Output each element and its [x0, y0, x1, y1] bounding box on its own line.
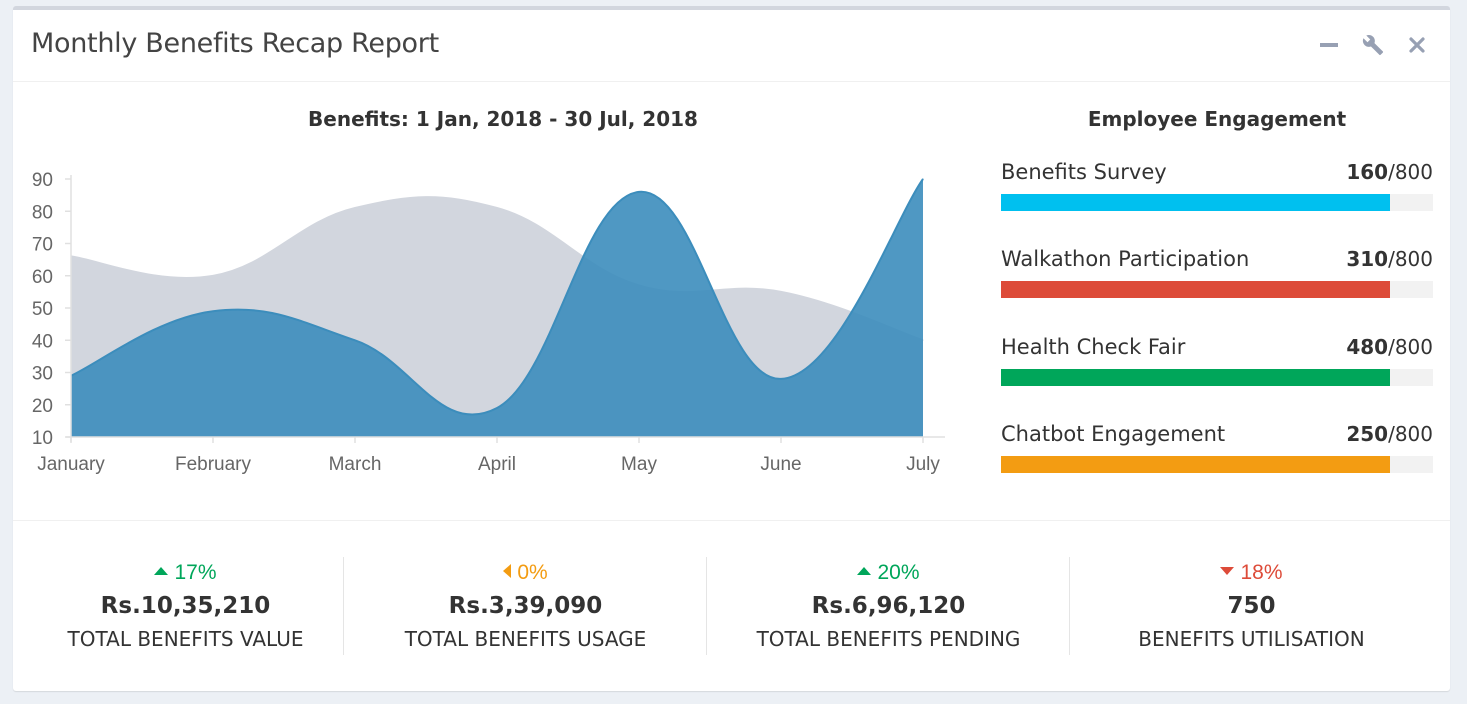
box-tools: [1316, 32, 1430, 58]
series-1-point: [212, 275, 214, 277]
stat-label: TOTAL BENEFITS VALUE: [67, 627, 304, 651]
caret-left-icon: [503, 564, 512, 579]
series-1-point: [780, 291, 782, 293]
series-2-line: [70, 178, 924, 416]
stat-label: TOTAL BENEFITS PENDING: [756, 627, 1021, 651]
progress-value: 480: [1346, 335, 1389, 359]
wrench-icon: [1362, 35, 1384, 56]
y-tick-label: 40: [32, 331, 53, 352]
y-tick-label: 80: [32, 202, 53, 223]
progress-total: /800: [1388, 160, 1433, 184]
progress-value: 160: [1346, 160, 1389, 184]
benefits-area-chart: 10 20 30 40 50 60 70 80 90 January February March Ap…: [32, 170, 945, 475]
minimize-icon: [1320, 43, 1338, 47]
progress-total: /800: [1388, 422, 1433, 446]
progress-bar: [1001, 281, 1390, 298]
progress-number: 250/800: [1346, 422, 1433, 446]
y-tick-label: 10: [32, 428, 53, 449]
stats-footer: 17% Rs.10,35,210 TOTAL BENEFITS VALUE 0% Rs.…: [13, 520, 1450, 695]
stat-percentage: 18%: [1070, 557, 1433, 589]
stat-block: 18% 750 BENEFITS UTILISATION: [1069, 557, 1433, 655]
progress-track: [1001, 281, 1433, 298]
stat-block: 20% Rs.6,96,120 TOTAL BENEFITS PENDING: [706, 557, 1070, 655]
stat-percentage: 0%: [344, 557, 707, 589]
caret-down-icon: [1220, 567, 1235, 576]
progress-track: [1001, 369, 1433, 386]
y-tick-label: 70: [32, 235, 53, 256]
series-2-area: [71, 179, 923, 437]
progress-total: /800: [1388, 247, 1433, 271]
progress-label: Health Check Fair: [1001, 335, 1186, 359]
series-1-point: [496, 207, 498, 209]
chart-title: Benefits: 1 Jan, 2018 - 30 Jul, 2018: [308, 107, 698, 131]
progress-bar: [1001, 194, 1390, 211]
report-box: Monthly Benefits Recap Report Benefits: …: [13, 6, 1450, 691]
engagement-title: Employee Engagement: [1087, 107, 1347, 131]
settings-button[interactable]: [1360, 32, 1386, 58]
minimize-button[interactable]: [1316, 32, 1342, 58]
progress-track: [1001, 194, 1433, 211]
stat-percentage-text: 0%: [517, 561, 548, 584]
progress-value: 310: [1346, 247, 1389, 271]
series-2-point: [922, 178, 924, 180]
stat-block: 17% Rs.10,35,210 TOTAL BENEFITS VALUE: [4, 557, 367, 655]
y-tick-label: 20: [32, 396, 53, 417]
stat-label: TOTAL BENEFITS USAGE: [404, 627, 647, 651]
caret-up-icon: [857, 567, 872, 576]
progress-number: 480/800: [1346, 335, 1433, 359]
caret-up-icon: [154, 567, 169, 576]
x-tick-label: March: [329, 454, 382, 475]
stat-value: Rs.3,39,090: [448, 593, 603, 619]
x-tick-label: February: [175, 454, 252, 475]
stat-percentage-text: 18%: [1240, 561, 1283, 584]
progress-value: 250: [1346, 422, 1389, 446]
y-tick-label: 50: [32, 299, 53, 320]
progress-bar: [1001, 456, 1390, 473]
stat-value: 750: [1227, 593, 1276, 619]
progress-label: Walkathon Participation: [1001, 247, 1250, 271]
x-tick-label: April: [478, 454, 516, 475]
close-button[interactable]: [1404, 32, 1430, 58]
y-tick-label: 60: [32, 267, 53, 288]
series-2-point: [780, 378, 782, 380]
stat-percentage-text: 20%: [877, 561, 920, 584]
progress-label: Benefits Survey: [1001, 160, 1167, 184]
x-tick-label: June: [760, 454, 801, 475]
x-tick-label: July: [906, 454, 940, 475]
stat-label: BENEFITS UTILISATION: [1138, 627, 1365, 651]
series-1-point: [354, 207, 356, 209]
x-tick-label: January: [37, 454, 105, 475]
progress-track: [1001, 456, 1433, 473]
stat-value: Rs.10,35,210: [100, 593, 271, 619]
y-tick-label: 90: [32, 170, 53, 191]
stat-percentage: 20%: [707, 557, 1070, 589]
x-tick-label: May: [621, 454, 657, 475]
stat-percentage-text: 17%: [174, 561, 217, 584]
stat-value: Rs.6,96,120: [811, 593, 966, 619]
progress-label: Chatbot Engagement: [1001, 422, 1226, 446]
progress-number: 160/800: [1346, 160, 1433, 184]
series-2-point: [212, 310, 214, 312]
progress-number: 310/800: [1346, 247, 1433, 271]
progress-total: /800: [1388, 335, 1433, 359]
box-title: Monthly Benefits Recap Report: [31, 28, 439, 59]
series-2-point: [496, 407, 498, 409]
series-2-point: [638, 191, 640, 193]
y-tick-label: 30: [32, 364, 53, 385]
close-icon: [1409, 37, 1425, 53]
box-header: Monthly Benefits Recap Report: [13, 10, 1450, 82]
stat-percentage: 17%: [4, 557, 367, 589]
progress-bar: [1001, 369, 1390, 386]
stat-block: 0% Rs.3,39,090 TOTAL BENEFITS USAGE: [343, 557, 707, 655]
series-2-point: [354, 339, 356, 341]
